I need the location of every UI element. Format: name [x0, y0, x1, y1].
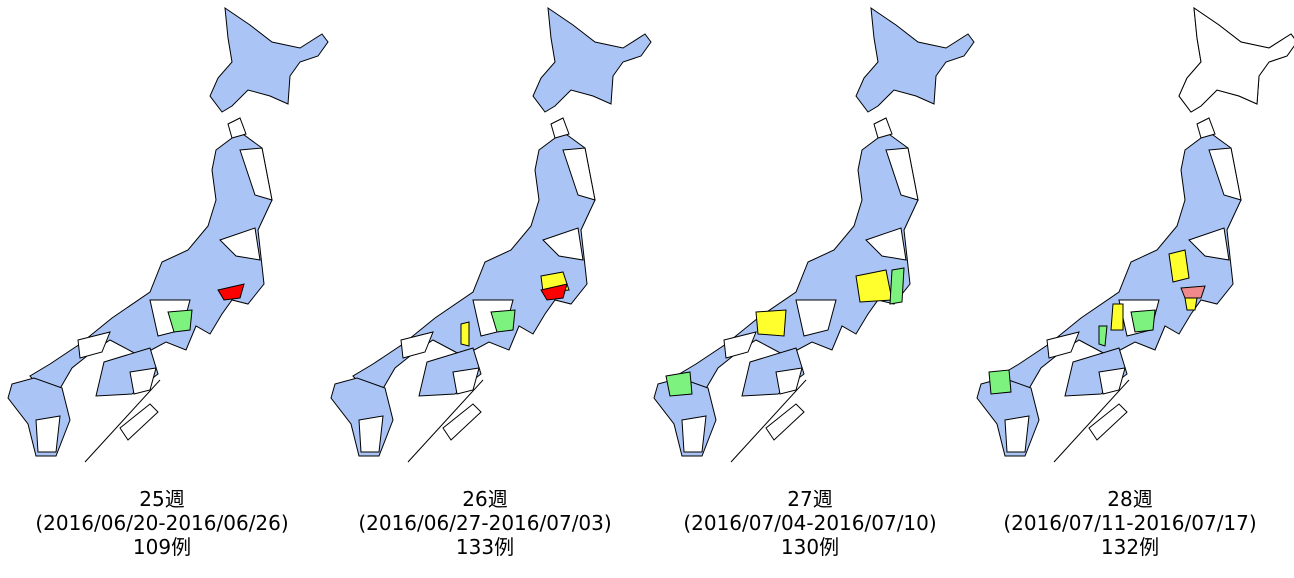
- region: [665, 371, 693, 397]
- week: 28週: [1107, 487, 1152, 511]
- region: [167, 309, 193, 333]
- region: [988, 369, 1012, 395]
- japan-map: [653, 7, 975, 463]
- caption: 27週 (2016/07/04-2016/07/10) 130例: [683, 487, 936, 559]
- cases: 132例: [1101, 535, 1159, 559]
- region: [1098, 325, 1108, 347]
- japan-map: [7, 7, 329, 463]
- region: [889, 267, 905, 305]
- caption: 26週 (2016/06/27-2016/07/03) 133例: [358, 487, 611, 559]
- period: (2016/06/27-2016/07/03): [358, 511, 611, 535]
- period: (2016/07/11-2016/07/17): [1003, 511, 1256, 535]
- region: [1168, 249, 1190, 283]
- region: [1110, 303, 1124, 331]
- period: (2016/07/04-2016/07/10): [683, 511, 936, 535]
- region: [1178, 6, 1294, 113]
- region: [1184, 297, 1198, 311]
- region: [217, 283, 245, 301]
- region: [1130, 309, 1156, 333]
- map-panel: [976, 6, 1294, 463]
- cases: 130例: [781, 535, 839, 559]
- week: 27週: [787, 487, 832, 511]
- region: [460, 321, 470, 347]
- map-panel: [653, 7, 975, 463]
- map-panel: [330, 7, 652, 463]
- map-panel: [7, 7, 329, 463]
- japan-map: [330, 7, 652, 463]
- region: [755, 309, 787, 337]
- caption: 25週 (2016/06/20-2016/06/26) 109例: [35, 487, 288, 559]
- region: [855, 269, 893, 303]
- week: 26週: [462, 487, 507, 511]
- region: [1180, 285, 1206, 299]
- period: (2016/06/20-2016/06/26): [35, 511, 288, 535]
- caption: 28週 (2016/07/11-2016/07/17) 132例: [1003, 487, 1256, 559]
- week: 25週: [139, 487, 184, 511]
- cases: 109例: [133, 535, 191, 559]
- region: [490, 309, 516, 333]
- region: [540, 283, 568, 301]
- cases: 133例: [456, 535, 514, 559]
